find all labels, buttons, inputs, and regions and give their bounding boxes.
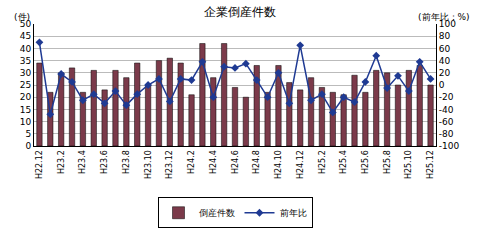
svg-text:(件): (件) xyxy=(14,12,30,22)
svg-text:35: 35 xyxy=(20,56,31,66)
svg-text:H25.6: H25.6 xyxy=(361,150,370,174)
svg-text:H24.12: H24.12 xyxy=(296,150,305,179)
svg-text:(前年比：%): (前年比：%) xyxy=(418,12,470,22)
svg-text:30: 30 xyxy=(20,68,32,78)
svg-text:-20: -20 xyxy=(439,92,454,102)
svg-text:45: 45 xyxy=(20,31,31,41)
svg-text:H25.10: H25.10 xyxy=(404,150,413,179)
svg-text:-40: -40 xyxy=(439,105,454,115)
svg-text:H24.6: H24.6 xyxy=(231,150,240,174)
svg-text:H23.4: H23.4 xyxy=(78,150,87,174)
svg-text:H24.2: H24.2 xyxy=(187,150,196,174)
svg-text:H24.8: H24.8 xyxy=(252,150,261,174)
svg-text:50: 50 xyxy=(20,19,32,29)
svg-text:20: 20 xyxy=(439,68,451,78)
svg-text:15: 15 xyxy=(20,105,31,115)
svg-text:H25.4: H25.4 xyxy=(339,150,348,174)
svg-text:H25.12: H25.12 xyxy=(426,150,435,179)
svg-text:H24.10: H24.10 xyxy=(274,150,283,179)
svg-text:H25.8: H25.8 xyxy=(383,150,392,174)
svg-text:H23.12: H23.12 xyxy=(165,150,174,179)
svg-text:-80: -80 xyxy=(439,129,454,139)
svg-text:-100: -100 xyxy=(439,141,460,151)
svg-text:H22.12: H22.12 xyxy=(35,150,44,179)
svg-text:H23.6: H23.6 xyxy=(100,150,109,174)
svg-text:60: 60 xyxy=(439,44,451,54)
svg-text:25: 25 xyxy=(20,80,31,90)
svg-text:H23.8: H23.8 xyxy=(122,150,131,174)
svg-text:40: 40 xyxy=(439,56,451,66)
svg-text:0: 0 xyxy=(439,80,445,90)
svg-text:0: 0 xyxy=(25,141,31,151)
svg-text:-60: -60 xyxy=(439,117,454,127)
svg-text:100: 100 xyxy=(439,19,456,29)
svg-text:前年比: 前年比 xyxy=(280,208,307,218)
svg-text:H25.2: H25.2 xyxy=(318,150,327,174)
svg-text:H23.10: H23.10 xyxy=(144,150,153,179)
svg-text:10: 10 xyxy=(20,117,32,127)
svg-text:40: 40 xyxy=(20,44,32,54)
svg-text:倒産件数: 倒産件数 xyxy=(199,208,235,218)
svg-text:5: 5 xyxy=(25,129,31,139)
svg-text:80: 80 xyxy=(439,31,451,41)
svg-text:H24.4: H24.4 xyxy=(209,150,218,174)
svg-text:H23.2: H23.2 xyxy=(57,150,66,174)
svg-text:企業倒産件数: 企業倒産件数 xyxy=(204,5,276,19)
svg-text:20: 20 xyxy=(20,92,32,102)
